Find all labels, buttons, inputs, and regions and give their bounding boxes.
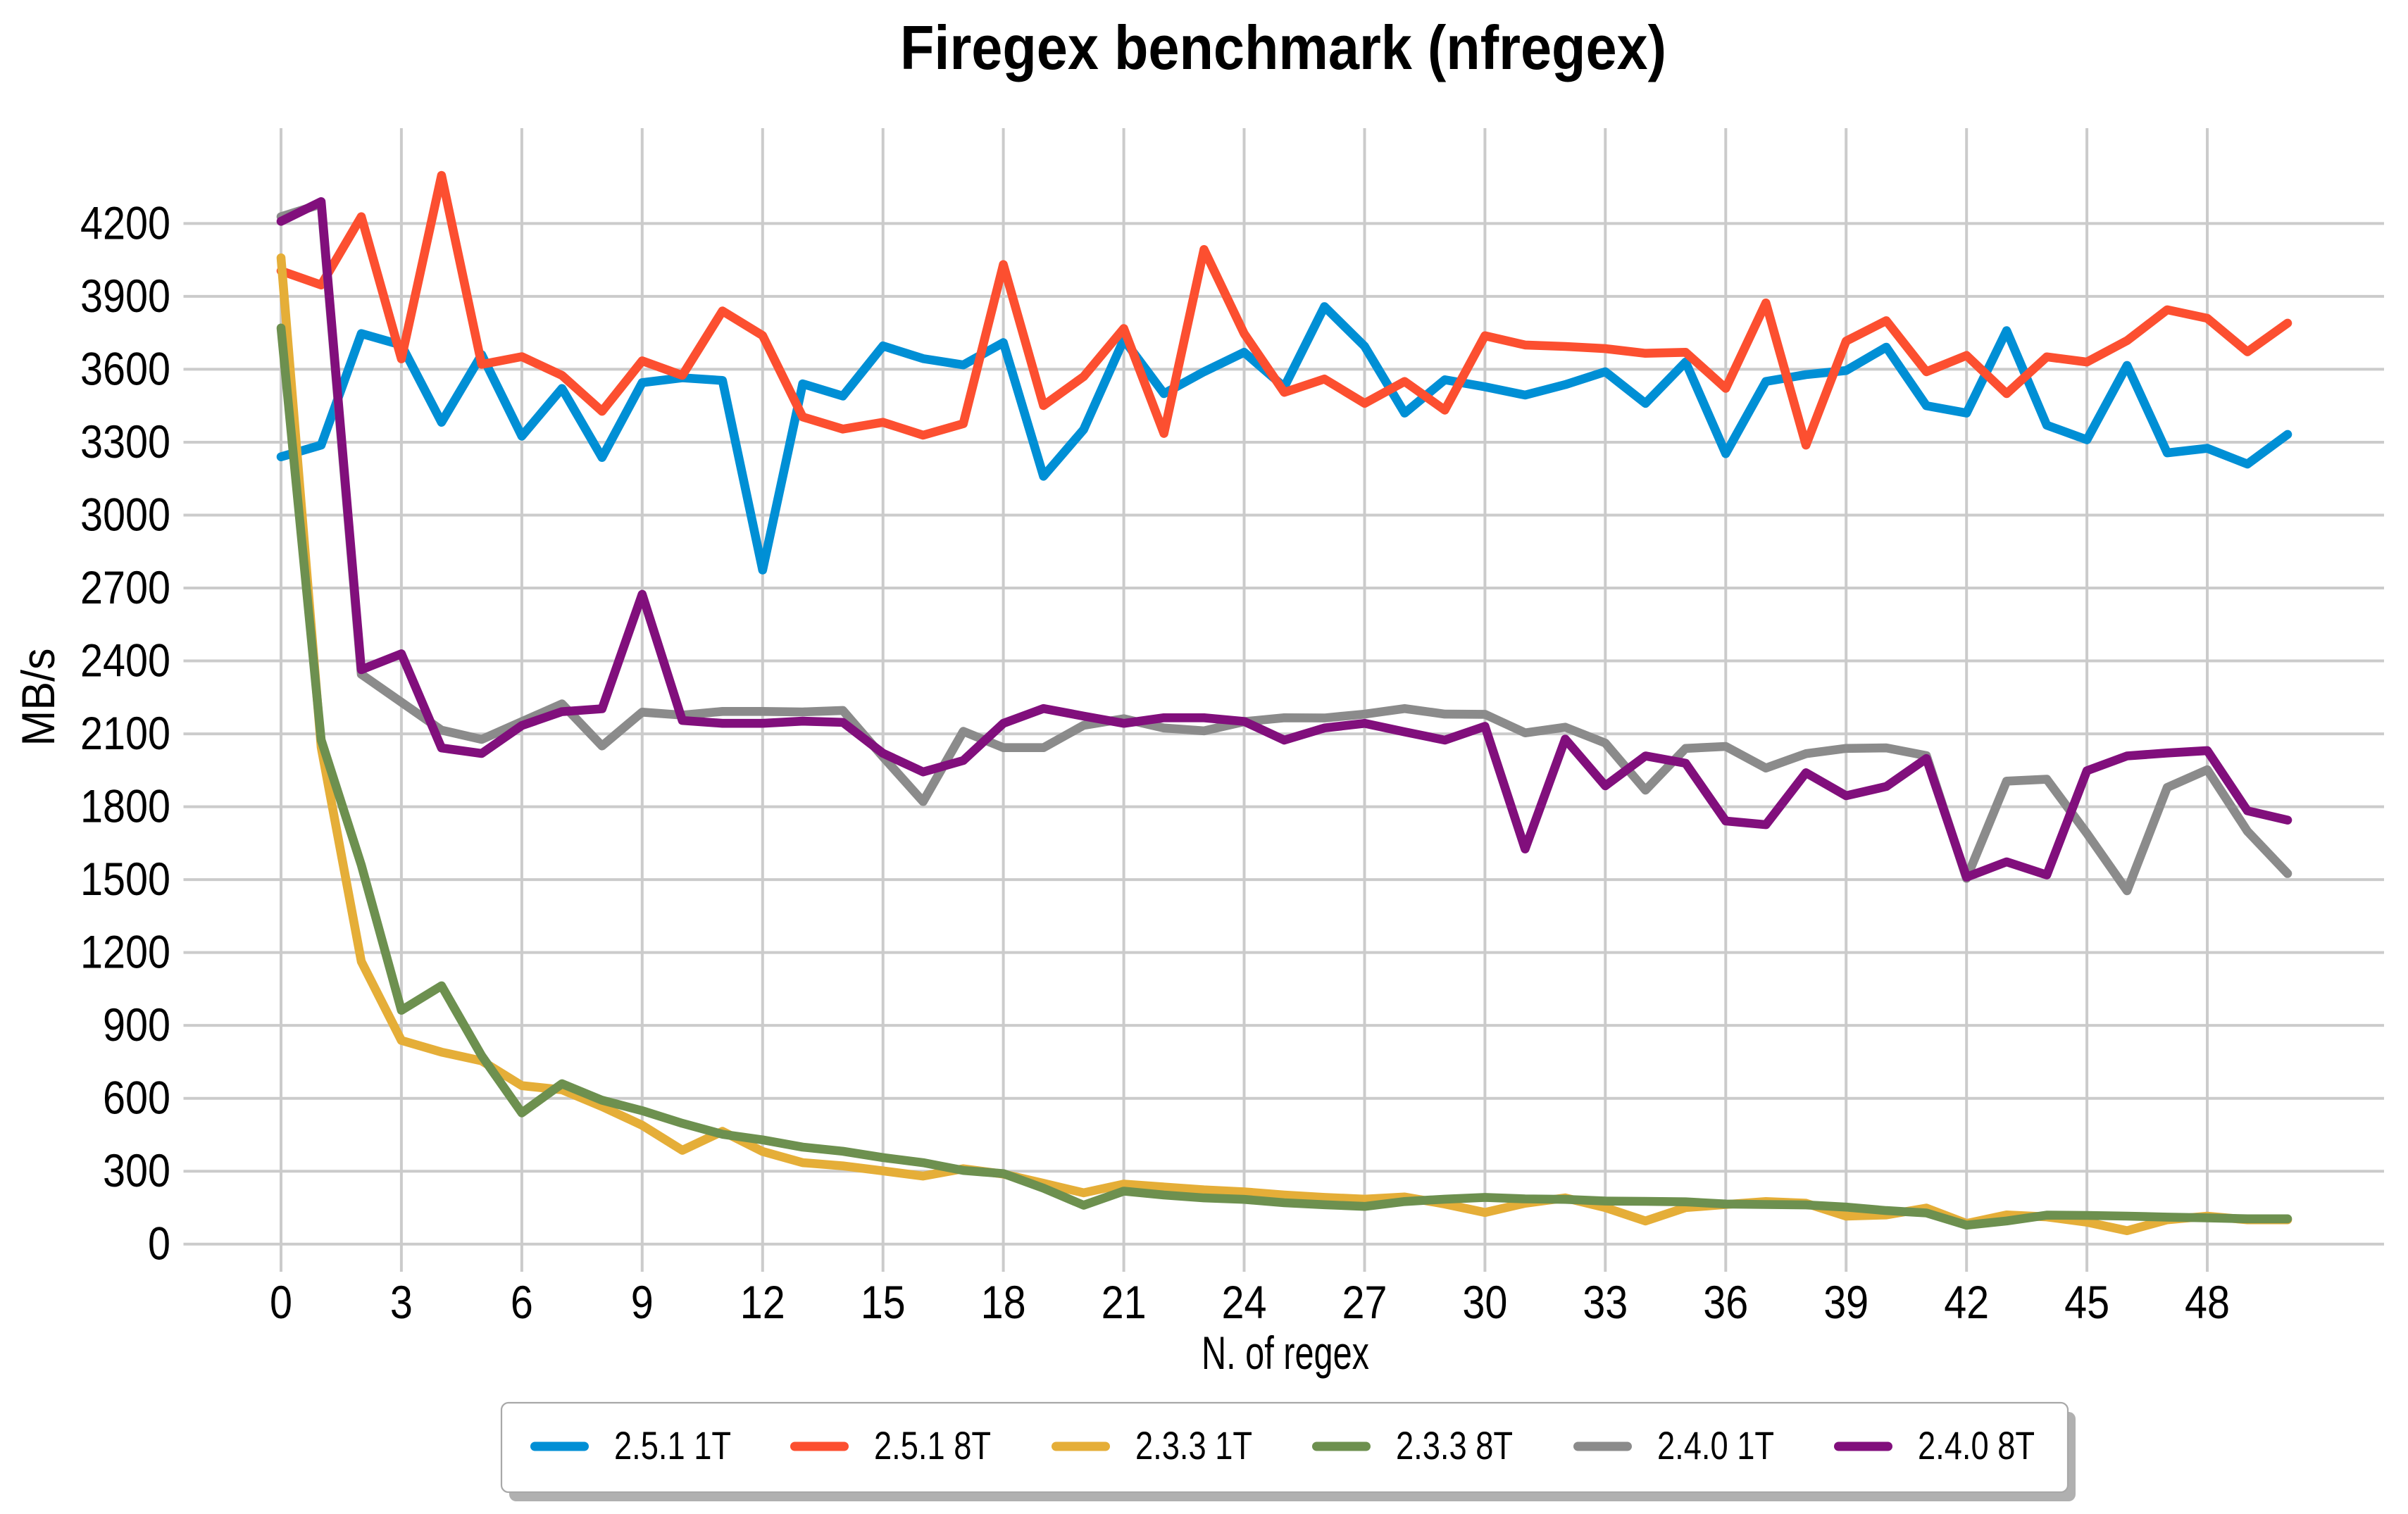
- svg-text:3: 3: [390, 1276, 413, 1328]
- svg-text:3900: 3900: [80, 270, 170, 322]
- svg-text:9: 9: [631, 1276, 654, 1328]
- svg-text:0: 0: [270, 1276, 292, 1328]
- svg-text:2.3.3 8T: 2.3.3 8T: [1396, 1423, 1513, 1468]
- svg-text:6: 6: [511, 1276, 533, 1328]
- svg-text:30: 30: [1462, 1276, 1507, 1328]
- svg-text:N. of regex: N. of regex: [1202, 1327, 1369, 1379]
- svg-text:1800: 1800: [80, 780, 170, 832]
- svg-text:0: 0: [148, 1218, 170, 1270]
- svg-text:27: 27: [1342, 1276, 1387, 1328]
- svg-text:39: 39: [1823, 1276, 1869, 1328]
- svg-text:2700: 2700: [80, 561, 170, 613]
- svg-text:45: 45: [2064, 1276, 2109, 1328]
- svg-text:48: 48: [2185, 1276, 2230, 1328]
- svg-text:3000: 3000: [80, 489, 170, 541]
- svg-text:2400: 2400: [80, 634, 170, 687]
- svg-text:21: 21: [1102, 1276, 1147, 1328]
- svg-text:2.5.1 8T: 2.5.1 8T: [874, 1423, 991, 1468]
- svg-text:24: 24: [1222, 1276, 1267, 1328]
- svg-text:3600: 3600: [80, 342, 170, 394]
- svg-text:2100: 2100: [80, 707, 170, 759]
- svg-text:42: 42: [1944, 1276, 1989, 1328]
- svg-text:15: 15: [861, 1276, 906, 1328]
- svg-text:36: 36: [1703, 1276, 1748, 1328]
- svg-text:MB/s: MB/s: [12, 649, 64, 746]
- svg-text:2.5.1 1T: 2.5.1 1T: [614, 1423, 731, 1468]
- svg-text:300: 300: [103, 1144, 170, 1196]
- svg-text:1200: 1200: [80, 926, 170, 978]
- svg-text:18: 18: [981, 1276, 1026, 1328]
- svg-text:4200: 4200: [80, 196, 170, 249]
- svg-text:3300: 3300: [80, 415, 170, 468]
- svg-text:2.4.0 1T: 2.4.0 1T: [1657, 1423, 1774, 1468]
- svg-text:600: 600: [103, 1072, 170, 1124]
- svg-text:Firegex benchmark (nfregex): Firegex benchmark (nfregex): [900, 13, 1666, 82]
- svg-text:900: 900: [103, 999, 170, 1051]
- svg-text:12: 12: [740, 1276, 785, 1328]
- svg-text:33: 33: [1583, 1276, 1628, 1328]
- svg-text:2.4.0 8T: 2.4.0 8T: [1918, 1423, 2035, 1468]
- svg-text:1500: 1500: [80, 853, 170, 905]
- svg-text:2.3.3 1T: 2.3.3 1T: [1135, 1423, 1252, 1468]
